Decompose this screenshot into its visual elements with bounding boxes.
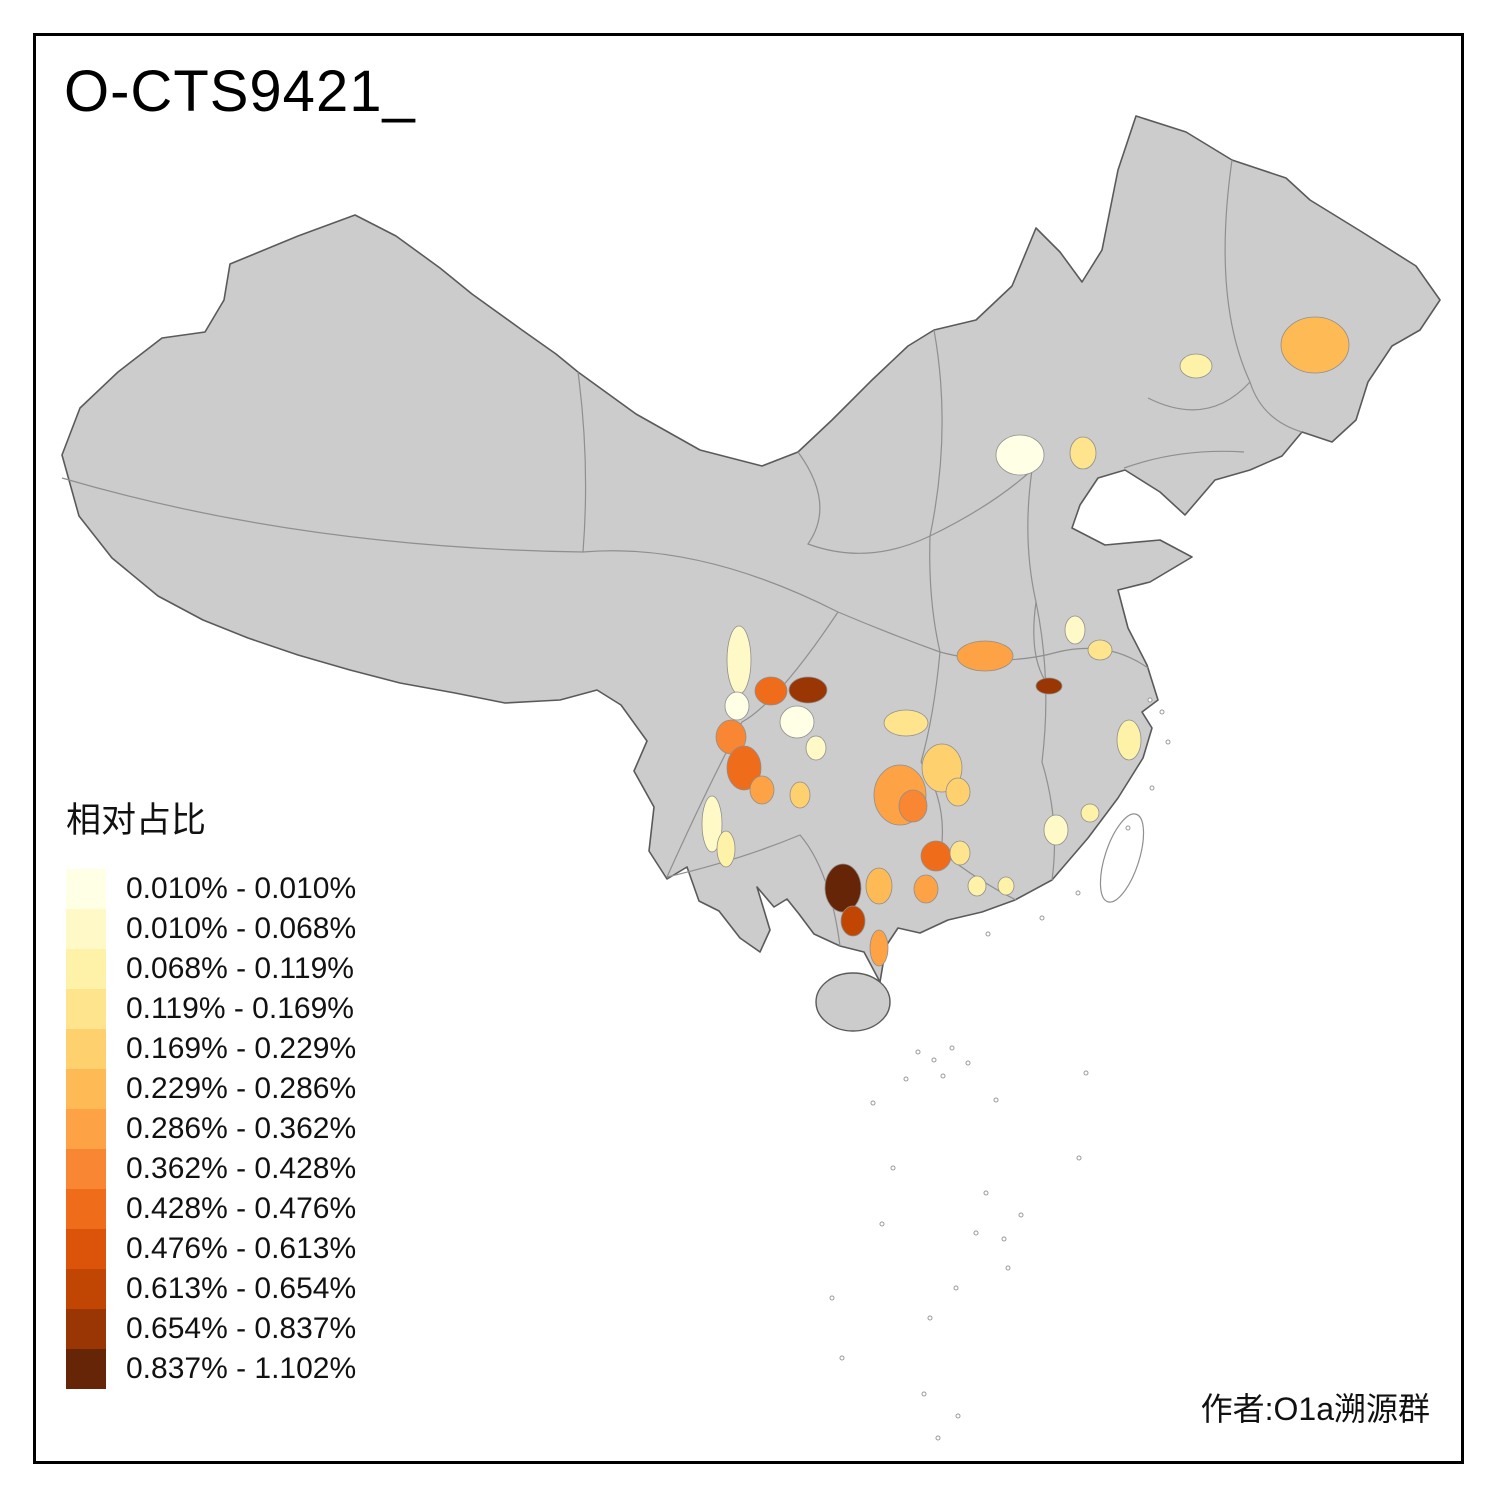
legend-label: 0.613% - 0.654% [126,1272,357,1305]
legend-label: 0.010% - 0.010% [126,872,357,905]
map-colored-region [724,691,750,721]
map-colored-region [956,640,1014,672]
legend-label: 0.229% - 0.286% [126,1072,357,1105]
mainland-shape [61,115,1441,983]
map-highlights [701,316,1350,967]
legend-label: 0.837% - 1.102% [126,1352,357,1385]
author-credit: 作者:O1a溯源群 [1200,1391,1430,1427]
legend-swatch [66,1069,106,1109]
legend-label: 0.010% - 0.068% [126,912,357,945]
legend-label: 0.068% - 0.119% [126,952,354,985]
legend-row: 0.068% - 0.119% [66,949,356,989]
map-colored-region [1179,353,1213,379]
legend-label: 0.286% - 0.362% [126,1112,357,1145]
map-colored-region [840,905,866,937]
legend-swatch [66,1029,106,1069]
map-colored-region [726,745,762,791]
legend-label: 0.428% - 0.476% [126,1192,357,1225]
map-colored-region [945,777,971,807]
legend-row: 0.428% - 0.476% [66,1189,356,1229]
map-colored-region [1080,803,1100,823]
map-colored-region [869,929,889,967]
map-colored-region [716,830,736,868]
legend-swatch [66,1189,106,1229]
map-colored-region [1035,677,1063,695]
map-colored-region [995,434,1045,476]
legend-swatch [66,1269,106,1309]
islands [815,697,1171,1441]
map-colored-region [754,676,788,706]
coastal-islets [985,697,1171,937]
map-colored-region [1087,639,1113,661]
legend-row: 0.286% - 0.362% [66,1109,356,1149]
legend-swatch [66,1309,106,1349]
map-colored-region [779,705,815,739]
map-colored-region [920,840,952,872]
page-title: O-CTS9421_ [64,59,416,124]
legend-label: 0.476% - 0.613% [126,1232,357,1265]
legend-label: 0.654% - 0.837% [126,1312,357,1345]
taiwan-island [1099,813,1145,903]
map-colored-region [1069,436,1097,470]
legend-swatch [66,869,106,909]
map-colored-region [824,863,862,913]
legend-row: 0.229% - 0.286% [66,1069,356,1109]
map-colored-region [789,781,811,809]
map-colored-region [865,867,893,905]
hainan-island [815,972,891,1032]
legend-swatch [66,1229,106,1269]
legend-row: 0.010% - 0.010% [66,869,356,909]
legend-label: 0.169% - 0.229% [126,1032,357,1065]
south-china-sea-islets [829,1045,1089,1441]
legend-swatch [66,989,106,1029]
legend-swatch [66,1109,106,1149]
legend-label: 0.362% - 0.428% [126,1152,357,1185]
map-colored-region [997,876,1015,896]
map-colored-region [1064,615,1086,645]
legend-row: 0.119% - 0.169% [66,989,356,1029]
legend-row: 0.010% - 0.068% [66,909,356,949]
legend-label: 0.119% - 0.169% [126,992,354,1025]
map-colored-region [1116,719,1142,761]
map-colored-region [967,875,987,897]
legend-row: 0.476% - 0.613% [66,1229,356,1269]
legend-swatch [66,1149,106,1189]
legend-row: 0.837% - 1.102% [66,1349,356,1389]
map-colored-region [749,775,775,805]
map-colored-region [949,840,971,866]
legend-swatch [66,949,106,989]
legend-row: 0.362% - 0.428% [66,1149,356,1189]
map-colored-region [805,735,827,761]
legend-bins: 0.010% - 0.010% 0.010% - 0.068% 0.068% - 0… [66,869,356,1389]
legend-title: 相对占比 [66,801,207,840]
map-colored-region [1280,316,1350,374]
legend-row: 0.613% - 0.654% [66,1269,356,1309]
map-colored-region [701,795,723,853]
map-colored-region [1043,814,1069,846]
legend-row: 0.169% - 0.229% [66,1029,356,1069]
map-colored-region [898,789,928,823]
map-colored-region [913,874,939,904]
legend: 相对占比 0.010% - 0.010% 0.010% - 0.068% 0.068… [66,792,356,1389]
legend-swatch [66,1349,106,1389]
legend-row: 0.654% - 0.837% [66,1309,356,1349]
map-colored-region [883,709,929,737]
legend-swatch [66,909,106,949]
map-colored-region [726,625,752,695]
map-colored-region [788,676,828,704]
